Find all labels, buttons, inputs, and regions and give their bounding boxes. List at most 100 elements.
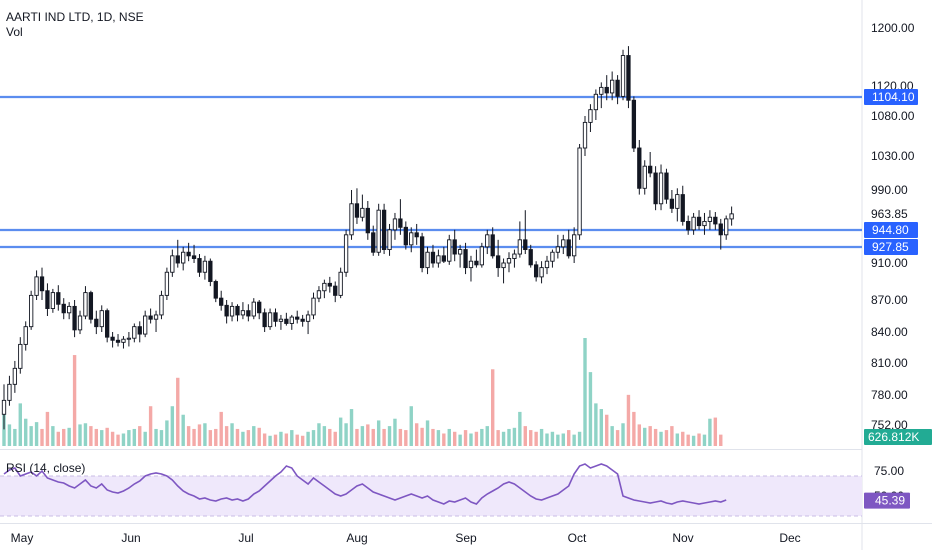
volume-bar xyxy=(376,420,381,446)
candle-body xyxy=(121,338,126,343)
candle-body xyxy=(343,234,349,273)
volume-bar xyxy=(170,406,175,446)
volume-bar xyxy=(425,420,430,446)
price-axis[interactable]: 1200.001120.001080.001030.00990.00910.00… xyxy=(864,21,932,509)
volume-bar xyxy=(463,430,468,446)
candle-body xyxy=(322,282,327,292)
candle-body xyxy=(267,312,273,328)
volume-bar xyxy=(588,372,593,446)
candle-body xyxy=(23,326,28,345)
volume-bar xyxy=(224,426,229,446)
candle-body xyxy=(12,367,18,385)
candle-body xyxy=(170,255,175,273)
volume-bar xyxy=(268,435,272,446)
candle-body xyxy=(273,312,278,322)
candle-body xyxy=(175,255,180,264)
volume-bar xyxy=(474,431,479,446)
volume-bar xyxy=(637,424,642,446)
volume-bar xyxy=(143,431,147,446)
candle-body xyxy=(77,315,83,331)
candle-body xyxy=(327,282,332,287)
candle-body xyxy=(126,337,132,340)
volume-bar xyxy=(311,430,316,446)
volume-bar xyxy=(398,428,403,446)
volume-bar xyxy=(116,434,120,446)
candle-body xyxy=(403,226,408,246)
volume-bar xyxy=(317,423,321,446)
candle-body xyxy=(105,310,110,338)
candle-body xyxy=(512,253,517,259)
volume-bar xyxy=(100,430,104,446)
candle-body xyxy=(593,93,599,111)
candle-body xyxy=(219,297,224,306)
volume-bar xyxy=(610,426,614,446)
volume-bar xyxy=(719,434,723,446)
candle-body xyxy=(572,234,577,257)
time-axis[interactable]: May Jun Jul Aug Sep Oct Nov Dec xyxy=(11,531,801,545)
candle-body xyxy=(599,86,604,95)
candle-body xyxy=(208,260,213,282)
candle-body xyxy=(235,305,240,316)
volume-bar xyxy=(349,409,354,446)
candle-body xyxy=(295,316,300,320)
candle-body xyxy=(224,304,229,317)
volume-bar xyxy=(567,430,571,446)
volume-bar xyxy=(181,414,185,446)
candle-body xyxy=(229,305,235,317)
volume-bar xyxy=(290,430,294,446)
volume-bar xyxy=(545,433,549,446)
candle-body xyxy=(289,316,294,324)
volume-bar xyxy=(713,417,718,446)
candle-body xyxy=(474,260,479,266)
vol-title: Vol xyxy=(6,25,23,39)
candle-body xyxy=(544,260,550,269)
volume-bar xyxy=(105,427,109,446)
candle-body xyxy=(582,121,588,149)
volume-bar xyxy=(34,422,39,446)
volume-bar xyxy=(241,431,245,446)
candle-body xyxy=(724,218,729,236)
candle-body xyxy=(696,216,702,227)
candle-body xyxy=(333,285,338,296)
volume-bar xyxy=(648,426,652,446)
candle-body xyxy=(94,318,99,328)
price-tick-label: 870.00 xyxy=(871,293,908,307)
symbol-legend: AARTI IND LTD, 1D, NSE Vol xyxy=(6,10,144,40)
volume-bar xyxy=(344,423,348,446)
volume-bar xyxy=(203,423,207,446)
candle-body xyxy=(72,305,77,331)
candle-body xyxy=(419,236,425,269)
price-tick-label: 1200.00 xyxy=(871,21,915,35)
volume-bar xyxy=(501,431,506,446)
candle-body xyxy=(278,318,284,322)
candle-body xyxy=(713,216,718,225)
volume-bar xyxy=(176,377,180,446)
candle-body xyxy=(338,271,343,296)
volume-bar xyxy=(366,424,370,446)
candle-body xyxy=(197,258,202,273)
candle-body xyxy=(577,147,582,236)
candle-body xyxy=(588,109,593,123)
candle-body xyxy=(425,251,430,269)
volume-bar xyxy=(507,428,511,446)
volume-bar xyxy=(436,430,441,446)
horizontal-lines xyxy=(0,95,862,249)
volume-bar xyxy=(442,433,446,446)
candle-body xyxy=(555,246,561,253)
candle-body xyxy=(381,209,387,251)
volume-bar xyxy=(404,430,408,446)
volume-bar xyxy=(697,433,701,446)
volume-bar xyxy=(208,430,213,446)
volume-bar xyxy=(328,428,332,446)
volume-bar xyxy=(431,428,435,446)
candle-body xyxy=(414,232,419,238)
volume-bar xyxy=(78,424,82,446)
rsi-band xyxy=(0,476,862,516)
volume-tag-label: 626.812K xyxy=(868,430,919,444)
volume-bar xyxy=(138,426,142,446)
volume-bar xyxy=(219,411,223,446)
volume-bar xyxy=(159,430,164,446)
volume-bar xyxy=(480,428,484,446)
